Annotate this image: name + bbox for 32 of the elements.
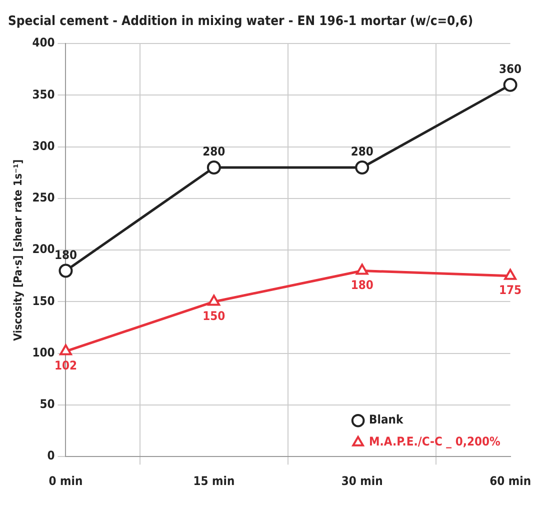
point bbox=[503, 78, 518, 92]
y-tick-label: 50 bbox=[40, 397, 55, 412]
y-tick-label: 100 bbox=[32, 345, 55, 360]
point bbox=[356, 264, 368, 275]
x-tick-label: 15 min bbox=[193, 474, 235, 488]
y-tick-label: 0 bbox=[47, 448, 55, 463]
data-label: 280 bbox=[202, 144, 226, 159]
y-tick-label: 250 bbox=[32, 190, 55, 205]
y-tick-label: 400 bbox=[32, 36, 55, 50]
y-tick-label: 300 bbox=[32, 138, 55, 153]
y-tick-label: 350 bbox=[32, 87, 55, 102]
point bbox=[58, 264, 73, 278]
chart-title: Special cement - Addition in mixing water - EN 196-1 mortar (w/c=0,6) bbox=[8, 14, 474, 30]
point bbox=[208, 294, 220, 306]
legend-label: M.A.P.E./C-C _ 0,200% bbox=[369, 434, 500, 449]
y-axis-title: Viscosity [Pa·s] [shear rate 1s⁻¹] bbox=[11, 159, 24, 341]
data-label: 360 bbox=[499, 62, 522, 76]
point bbox=[355, 160, 370, 174]
data-label: 280 bbox=[350, 144, 374, 159]
legend-label: Blank bbox=[369, 412, 404, 427]
x-tick-label: 30 min bbox=[341, 474, 383, 488]
data-label: 102 bbox=[54, 358, 78, 372]
x-tick-label: 60 min bbox=[490, 474, 532, 488]
data-label: 180 bbox=[54, 248, 78, 262]
x-tick-label: 0 min bbox=[48, 474, 83, 488]
data-label: 180 bbox=[350, 278, 374, 292]
data-label: 175 bbox=[499, 283, 522, 298]
data-label: 150 bbox=[202, 308, 226, 323]
y-tick-label: 200 bbox=[32, 242, 55, 256]
y-tick-label: 150 bbox=[32, 294, 55, 308]
point bbox=[206, 160, 221, 174]
point bbox=[504, 268, 516, 280]
